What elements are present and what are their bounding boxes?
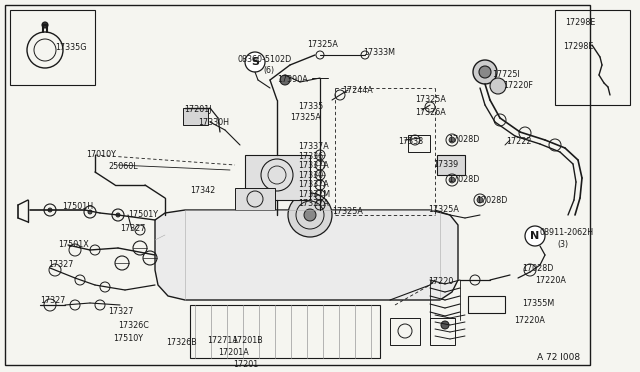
Text: 17501X: 17501X xyxy=(58,240,89,249)
Text: 08911-2062H: 08911-2062H xyxy=(540,228,594,237)
Polygon shape xyxy=(437,155,465,175)
Polygon shape xyxy=(155,210,458,300)
Text: S: S xyxy=(251,57,259,67)
Circle shape xyxy=(116,213,120,217)
Circle shape xyxy=(449,137,455,143)
Text: 17333M: 17333M xyxy=(363,48,395,57)
Text: 17244A: 17244A xyxy=(342,86,372,95)
Text: 17501H: 17501H xyxy=(62,202,93,211)
Text: 17028D: 17028D xyxy=(476,196,508,205)
Text: 17028D: 17028D xyxy=(448,135,479,144)
Text: 17327: 17327 xyxy=(108,307,133,316)
Text: 17298E: 17298E xyxy=(563,42,593,51)
Circle shape xyxy=(477,197,483,203)
Circle shape xyxy=(280,75,290,85)
Text: 17201: 17201 xyxy=(233,360,259,369)
Text: 17220A: 17220A xyxy=(514,316,545,325)
Text: 17390A: 17390A xyxy=(277,75,308,84)
Circle shape xyxy=(288,193,332,237)
Text: 17337A: 17337A xyxy=(298,199,329,208)
Text: 17330: 17330 xyxy=(298,171,323,180)
Text: 17337A: 17337A xyxy=(298,142,329,151)
Circle shape xyxy=(245,52,265,72)
Text: 17201J: 17201J xyxy=(184,105,211,114)
Text: 17220F: 17220F xyxy=(503,81,533,90)
Text: 17326C: 17326C xyxy=(118,321,149,330)
Text: 17326B: 17326B xyxy=(166,338,196,347)
Text: 17335: 17335 xyxy=(298,102,323,111)
Text: 17271A: 17271A xyxy=(207,336,238,345)
Text: 17327: 17327 xyxy=(40,296,65,305)
Text: 17337M: 17337M xyxy=(298,190,330,199)
Text: 17337A: 17337A xyxy=(298,180,329,189)
Text: 08360-5102D: 08360-5102D xyxy=(238,55,292,64)
Text: 17338: 17338 xyxy=(398,137,423,146)
Circle shape xyxy=(441,321,449,329)
Text: 25060L: 25060L xyxy=(108,162,138,171)
Text: 17325A: 17325A xyxy=(415,95,446,104)
Text: 17327: 17327 xyxy=(120,224,145,233)
Circle shape xyxy=(490,78,506,94)
Text: 17355M: 17355M xyxy=(522,299,554,308)
Text: 17201B: 17201B xyxy=(232,336,263,345)
Text: 17325A: 17325A xyxy=(307,40,338,49)
Circle shape xyxy=(48,208,52,212)
Text: 17335G: 17335G xyxy=(55,44,86,52)
Polygon shape xyxy=(235,188,275,210)
Text: 17510Y: 17510Y xyxy=(113,334,143,343)
Text: 17342: 17342 xyxy=(190,186,215,195)
Text: (3): (3) xyxy=(557,240,568,249)
Circle shape xyxy=(88,210,92,214)
Text: 17327: 17327 xyxy=(48,260,74,269)
Text: 17325A: 17325A xyxy=(332,207,363,216)
Circle shape xyxy=(449,177,455,183)
Text: 17725I: 17725I xyxy=(492,70,520,79)
Text: 17028D: 17028D xyxy=(448,175,479,184)
Text: (6): (6) xyxy=(263,66,274,75)
Text: 17339: 17339 xyxy=(433,160,458,169)
Text: N: N xyxy=(531,231,540,241)
Text: 17325A: 17325A xyxy=(428,205,459,214)
Text: 17028D: 17028D xyxy=(522,264,554,273)
Text: 17010Y: 17010Y xyxy=(86,150,116,159)
Circle shape xyxy=(525,226,545,246)
Text: 17220: 17220 xyxy=(428,277,453,286)
Text: A 72 l008: A 72 l008 xyxy=(537,353,580,362)
Text: 17201A: 17201A xyxy=(218,348,249,357)
Text: 17326A: 17326A xyxy=(415,108,445,117)
Text: 17337A: 17337A xyxy=(298,161,329,170)
Polygon shape xyxy=(183,108,208,125)
Circle shape xyxy=(479,66,491,78)
Circle shape xyxy=(473,60,497,84)
Text: 17222: 17222 xyxy=(506,137,531,146)
Circle shape xyxy=(42,22,48,28)
Text: 17298E: 17298E xyxy=(565,18,595,27)
Text: 17325A: 17325A xyxy=(290,113,321,122)
Polygon shape xyxy=(245,155,310,200)
Circle shape xyxy=(304,209,316,221)
Text: 17501Y: 17501Y xyxy=(128,210,158,219)
Text: 17220A: 17220A xyxy=(535,276,566,285)
Text: 17330H: 17330H xyxy=(198,118,229,127)
Text: 17336: 17336 xyxy=(298,152,323,161)
